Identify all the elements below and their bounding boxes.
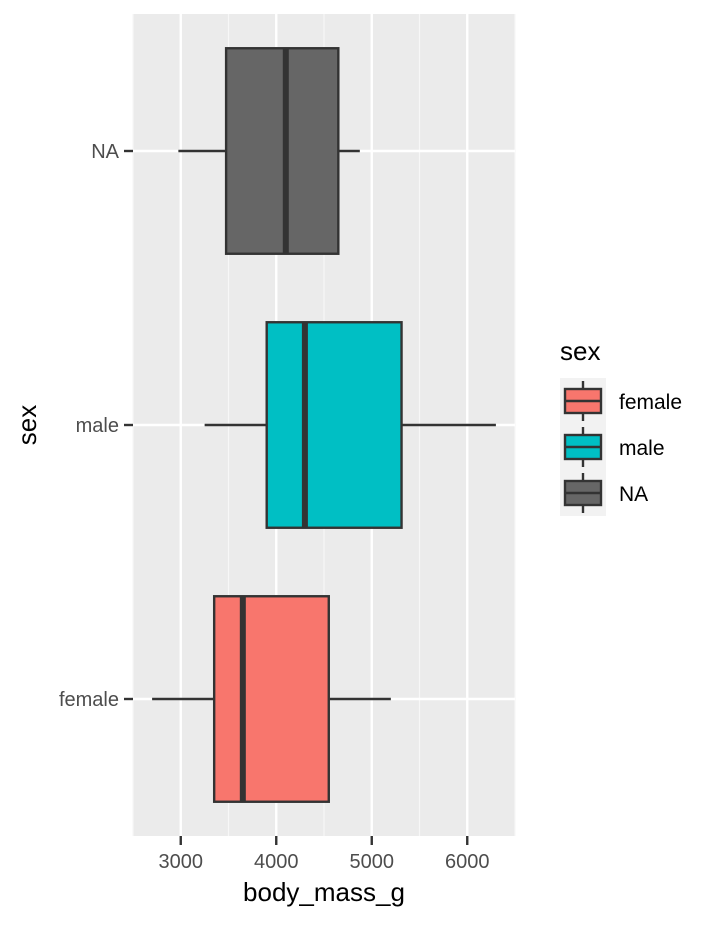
x-tick-label: 3000 [159,851,204,873]
legend-title: sex [560,336,600,366]
legend-label: NA [619,483,648,506]
box-iqr [212,595,330,803]
legend-key-male: male [563,427,665,467]
x-tick-label: 5000 [350,851,395,873]
y-tick-label: male [76,415,119,437]
y-tick-label: female [59,689,119,711]
boxes [152,47,496,803]
legend-key-na: NA [563,473,648,513]
legend-keys: female male NA [563,381,682,513]
x-tick-label: 6000 [445,851,490,873]
legend-key-female: female [563,381,682,421]
y-axis: female male NA [59,141,133,711]
box-iqr [224,47,340,255]
y-tick-label: NA [91,141,119,163]
legend-label: female [619,391,682,414]
box-iqr [265,321,403,529]
box-female [152,595,391,803]
legend-label: male [619,437,665,460]
legend: sex female male NA [560,336,682,516]
x-axis-title: body_mass_g [243,877,405,907]
box-male [204,321,496,529]
x-axis: 3000 4000 5000 6000 [159,836,490,873]
y-axis-title: sex [12,405,42,445]
x-tick-label: 4000 [254,851,299,873]
box-na [178,47,360,255]
